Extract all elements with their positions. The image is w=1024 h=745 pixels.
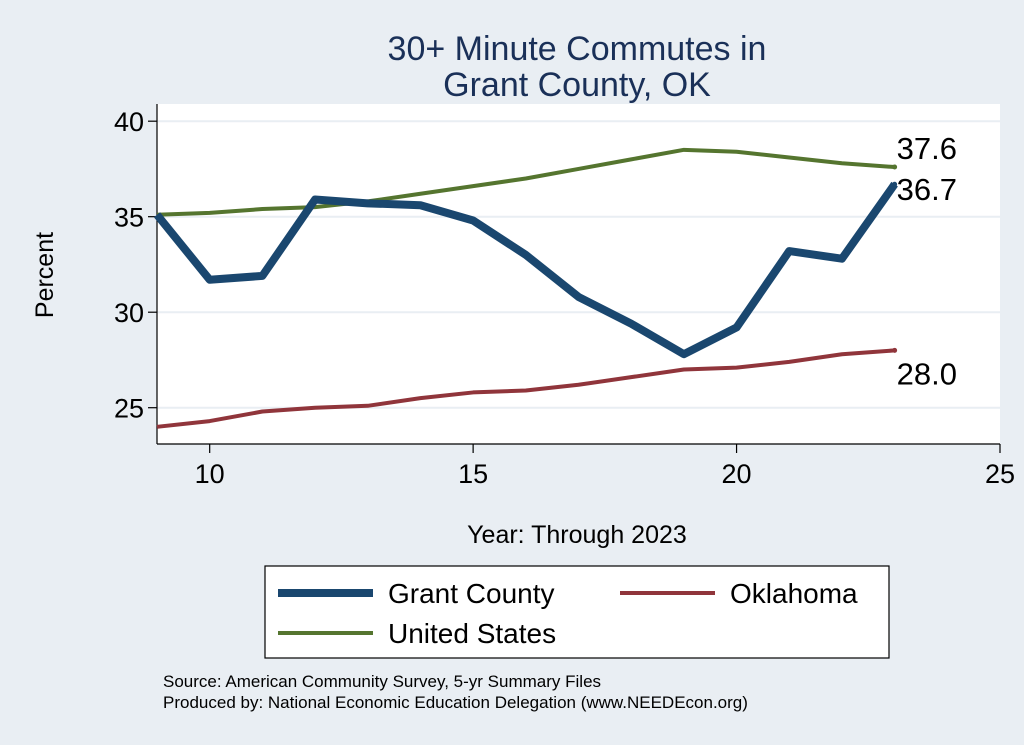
legend-box: [264, 565, 890, 659]
series-line-oklahoma: [156, 348, 895, 429]
end-label-united-states: 37.6: [897, 131, 957, 166]
x-tick-label: 15: [458, 459, 488, 489]
end-point-grant-county: [892, 181, 898, 187]
legend-label-grant-county: Grant County: [388, 578, 555, 609]
y-tick-label: 40: [114, 107, 144, 137]
end-label-oklahoma: 28.0: [897, 356, 957, 391]
y-axis-title: Percent: [31, 232, 59, 318]
end-labels: 36.7 28.0 37.6: [897, 131, 957, 391]
end-label-grant-county: 36.7: [897, 172, 957, 207]
chart-title-line-1: 30+ Minute Commutes in: [388, 30, 767, 68]
end-point-united-states: [892, 164, 898, 170]
grid-lines: [157, 120, 1000, 409]
series-line-united-states: [156, 147, 895, 217]
legend: Grant County Oklahoma United States: [264, 565, 890, 659]
producer-note: Produced by: National Economic Education…: [163, 693, 748, 712]
x-axis-title: Year: Through 2023: [467, 521, 687, 549]
x-tick-label: 25: [985, 459, 1015, 489]
x-tick-label: 20: [722, 459, 752, 489]
y-tick-label: 35: [114, 203, 144, 233]
series-line-grant-county: [153, 181, 898, 359]
y-tick-label: 30: [114, 298, 144, 328]
end-point-oklahoma: [892, 347, 898, 353]
x-tick-label: 10: [195, 459, 225, 489]
legend-label-oklahoma: Oklahoma: [730, 578, 858, 609]
axes: 25 30 35 40 10 15 20 25: [114, 104, 1015, 489]
plot-background: [157, 104, 1000, 444]
series-lines: [153, 147, 898, 429]
chart-title-line-2: Grant County, OK: [443, 66, 711, 104]
legend-label-united-states: United States: [388, 618, 556, 649]
source-note: Source: American Community Survey, 5-yr …: [163, 672, 601, 691]
y-tick-label: 25: [114, 394, 144, 424]
